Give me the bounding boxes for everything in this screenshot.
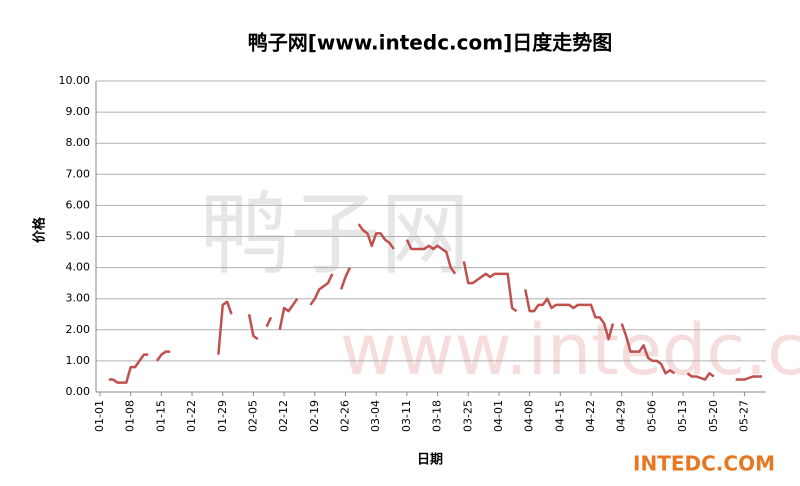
x-tick-label: 01-22 xyxy=(185,400,198,432)
bg-watermark-url: www.intedc.com xyxy=(340,309,800,391)
x-tick-label: 05-06 xyxy=(645,400,658,432)
x-tick-label: 02-05 xyxy=(246,400,259,432)
y-tick-label: 4.00 xyxy=(66,261,91,274)
y-tick-label: 9.00 xyxy=(66,105,91,118)
x-tick-label: 03-04 xyxy=(369,400,382,432)
x-tick-label: 05-13 xyxy=(676,400,689,432)
y-tick-label: 2.00 xyxy=(66,323,91,336)
y-tick-label: 1.00 xyxy=(66,354,91,367)
bg-watermark-logo: 鸭子网 xyxy=(200,182,470,287)
x-tick-label: 02-19 xyxy=(308,400,321,432)
x-tick-label: 04-01 xyxy=(492,400,505,432)
y-tick-label: 5.00 xyxy=(66,230,91,243)
x-tick-label: 04-08 xyxy=(523,400,536,432)
y-axis-label: 价格 xyxy=(32,216,48,243)
y-tick-label: 3.00 xyxy=(66,292,91,305)
x-tick-label: 03-25 xyxy=(461,400,474,432)
x-tick-label: 02-26 xyxy=(339,400,352,432)
x-tick-label: 01-01 xyxy=(93,400,106,432)
data-line xyxy=(108,223,762,384)
x-tick-label: 05-27 xyxy=(737,400,750,432)
x-tick-label: 04-15 xyxy=(553,400,566,432)
x-axis-label: 日期 xyxy=(417,453,443,468)
x-tick-label: 05-20 xyxy=(707,400,720,432)
y-tick-label: 8.00 xyxy=(66,136,91,149)
y-tick-label: 10.00 xyxy=(59,74,91,87)
x-tick-label: 03-11 xyxy=(400,400,413,432)
y-tick-label: 7.00 xyxy=(66,167,91,180)
x-tick-label: 01-08 xyxy=(124,400,137,432)
x-tick-label: 01-29 xyxy=(216,400,229,432)
chart-title: 鸭子网[www.intedc.com]日度走势图 xyxy=(248,31,612,55)
y-tick-label: 6.00 xyxy=(66,198,91,211)
x-tick-label: 04-29 xyxy=(615,400,628,432)
x-tick-label: 01-15 xyxy=(154,400,167,432)
x-tick-label: 02-12 xyxy=(277,400,290,432)
brand-watermark: INTEDC.COM xyxy=(633,452,775,476)
y-tick-label: 0.00 xyxy=(66,385,91,398)
x-tick-label: 04-22 xyxy=(584,400,597,432)
x-tick-label: 03-18 xyxy=(431,400,444,432)
